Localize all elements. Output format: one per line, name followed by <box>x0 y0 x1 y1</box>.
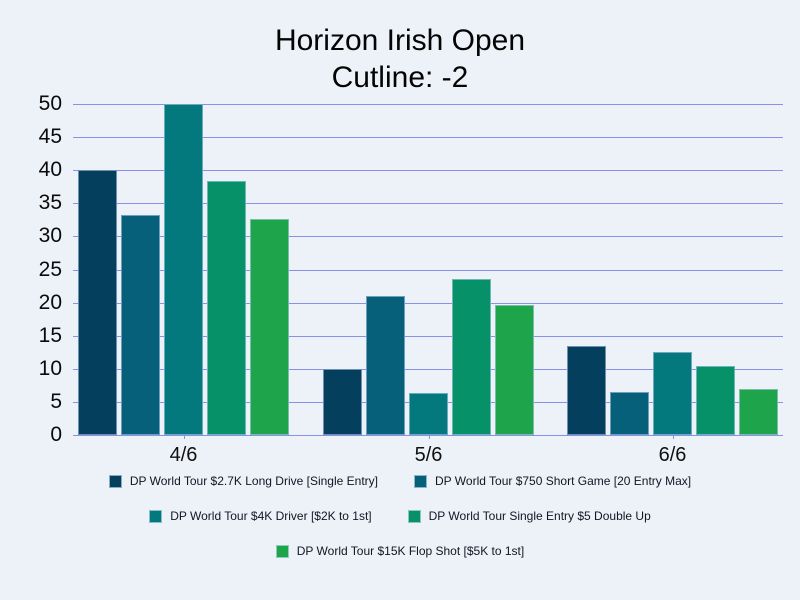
x-tick-label: 6/6 <box>658 444 687 466</box>
y-tick-label: 0 <box>50 423 62 446</box>
x-tick-label: 4/6 <box>169 444 198 466</box>
y-tick-label: 35 <box>38 191 62 215</box>
y-tick-label: 45 <box>38 125 62 149</box>
y-tick-label: 50 <box>38 92 62 115</box>
gridline <box>73 236 783 238</box>
legend-row: DP World Tour $15K Flop Shot [$5K to 1st… <box>275 544 525 558</box>
gridline <box>73 104 783 105</box>
y-tick-label: 15 <box>38 323 62 347</box>
legend-swatch <box>407 509 421 523</box>
chart-title-line1: Horizon Irish Open <box>274 24 526 57</box>
bar <box>164 104 203 435</box>
legend-swatch <box>414 474 427 488</box>
y-tick-label: 25 <box>38 257 62 281</box>
x-tick <box>183 435 185 439</box>
x-tick <box>672 435 674 439</box>
legend-label: DP World Tour $750 Short Game [20 Entry … <box>435 474 692 488</box>
legend-row: DP World Tour $4K Driver [$2K to 1st] DP … <box>149 509 651 523</box>
bar <box>366 295 405 435</box>
y-tick-label: 5 <box>50 389 62 413</box>
legend-label: DP World Tour $15K Flop Shot [$5K to 1st… <box>296 544 525 558</box>
y-tick-label: 20 <box>38 290 62 314</box>
y-tick-label: 10 <box>38 356 62 380</box>
chart-title-line2: Cutline: -2 <box>331 61 469 94</box>
legend-item: DP World Tour $4K Driver [$2K to 1st] <box>149 509 372 523</box>
gridline <box>73 435 783 436</box>
gridline <box>73 335 783 337</box>
bar <box>739 389 778 435</box>
x-tick <box>428 435 430 439</box>
legend-label: DP World Tour $2.7K Long Drive [Single E… <box>129 474 378 488</box>
bar <box>452 279 491 435</box>
bar <box>495 304 534 435</box>
bar-group <box>78 104 289 435</box>
bar <box>653 351 692 435</box>
gridline <box>73 302 783 304</box>
bar <box>78 170 117 435</box>
y-tick-label: 30 <box>38 224 62 248</box>
bar <box>610 391 649 435</box>
bar <box>567 345 606 435</box>
legend: DP World Tour $2.7K Long Drive [Single E… <box>0 474 800 558</box>
bar-group <box>323 279 534 435</box>
y-tick-label: 40 <box>38 158 62 182</box>
legend-swatch <box>275 544 289 558</box>
gridline <box>73 203 783 205</box>
bar-group <box>567 345 778 435</box>
legend-item: DP World Tour $750 Short Game [20 Entry … <box>414 474 691 488</box>
bar <box>250 218 289 435</box>
gridline <box>73 368 783 370</box>
legend-item: DP World Tour $2.7K Long Drive [Single E… <box>108 474 378 488</box>
bar <box>696 366 735 435</box>
legend-label: DP World Tour Single Entry $5 Double Up <box>428 509 651 523</box>
legend-label: DP World Tour $4K Driver [$2K to 1st] <box>170 509 372 523</box>
legend-swatch <box>149 509 163 523</box>
legend-swatch <box>108 474 122 488</box>
x-tick-label: 5/6 <box>414 444 443 466</box>
gridline <box>73 137 783 139</box>
bar <box>121 215 160 435</box>
legend-item: DP World Tour Single Entry $5 Double Up <box>407 509 651 523</box>
legend-item: DP World Tour $15K Flop Shot [$5K to 1st… <box>275 544 525 558</box>
y-axis: 0 5 10 15 20 25 30 35 40 45 50 <box>0 0 64 600</box>
gridline <box>73 269 783 271</box>
chart-title: Horizon Irish Open Cutline: -2 <box>0 22 800 96</box>
bar <box>409 392 448 435</box>
gridline <box>73 170 783 172</box>
legend-row: DP World Tour $2.7K Long Drive [Single E… <box>108 474 691 488</box>
bar <box>323 368 362 435</box>
plot-area <box>73 104 783 436</box>
bar <box>207 181 246 435</box>
